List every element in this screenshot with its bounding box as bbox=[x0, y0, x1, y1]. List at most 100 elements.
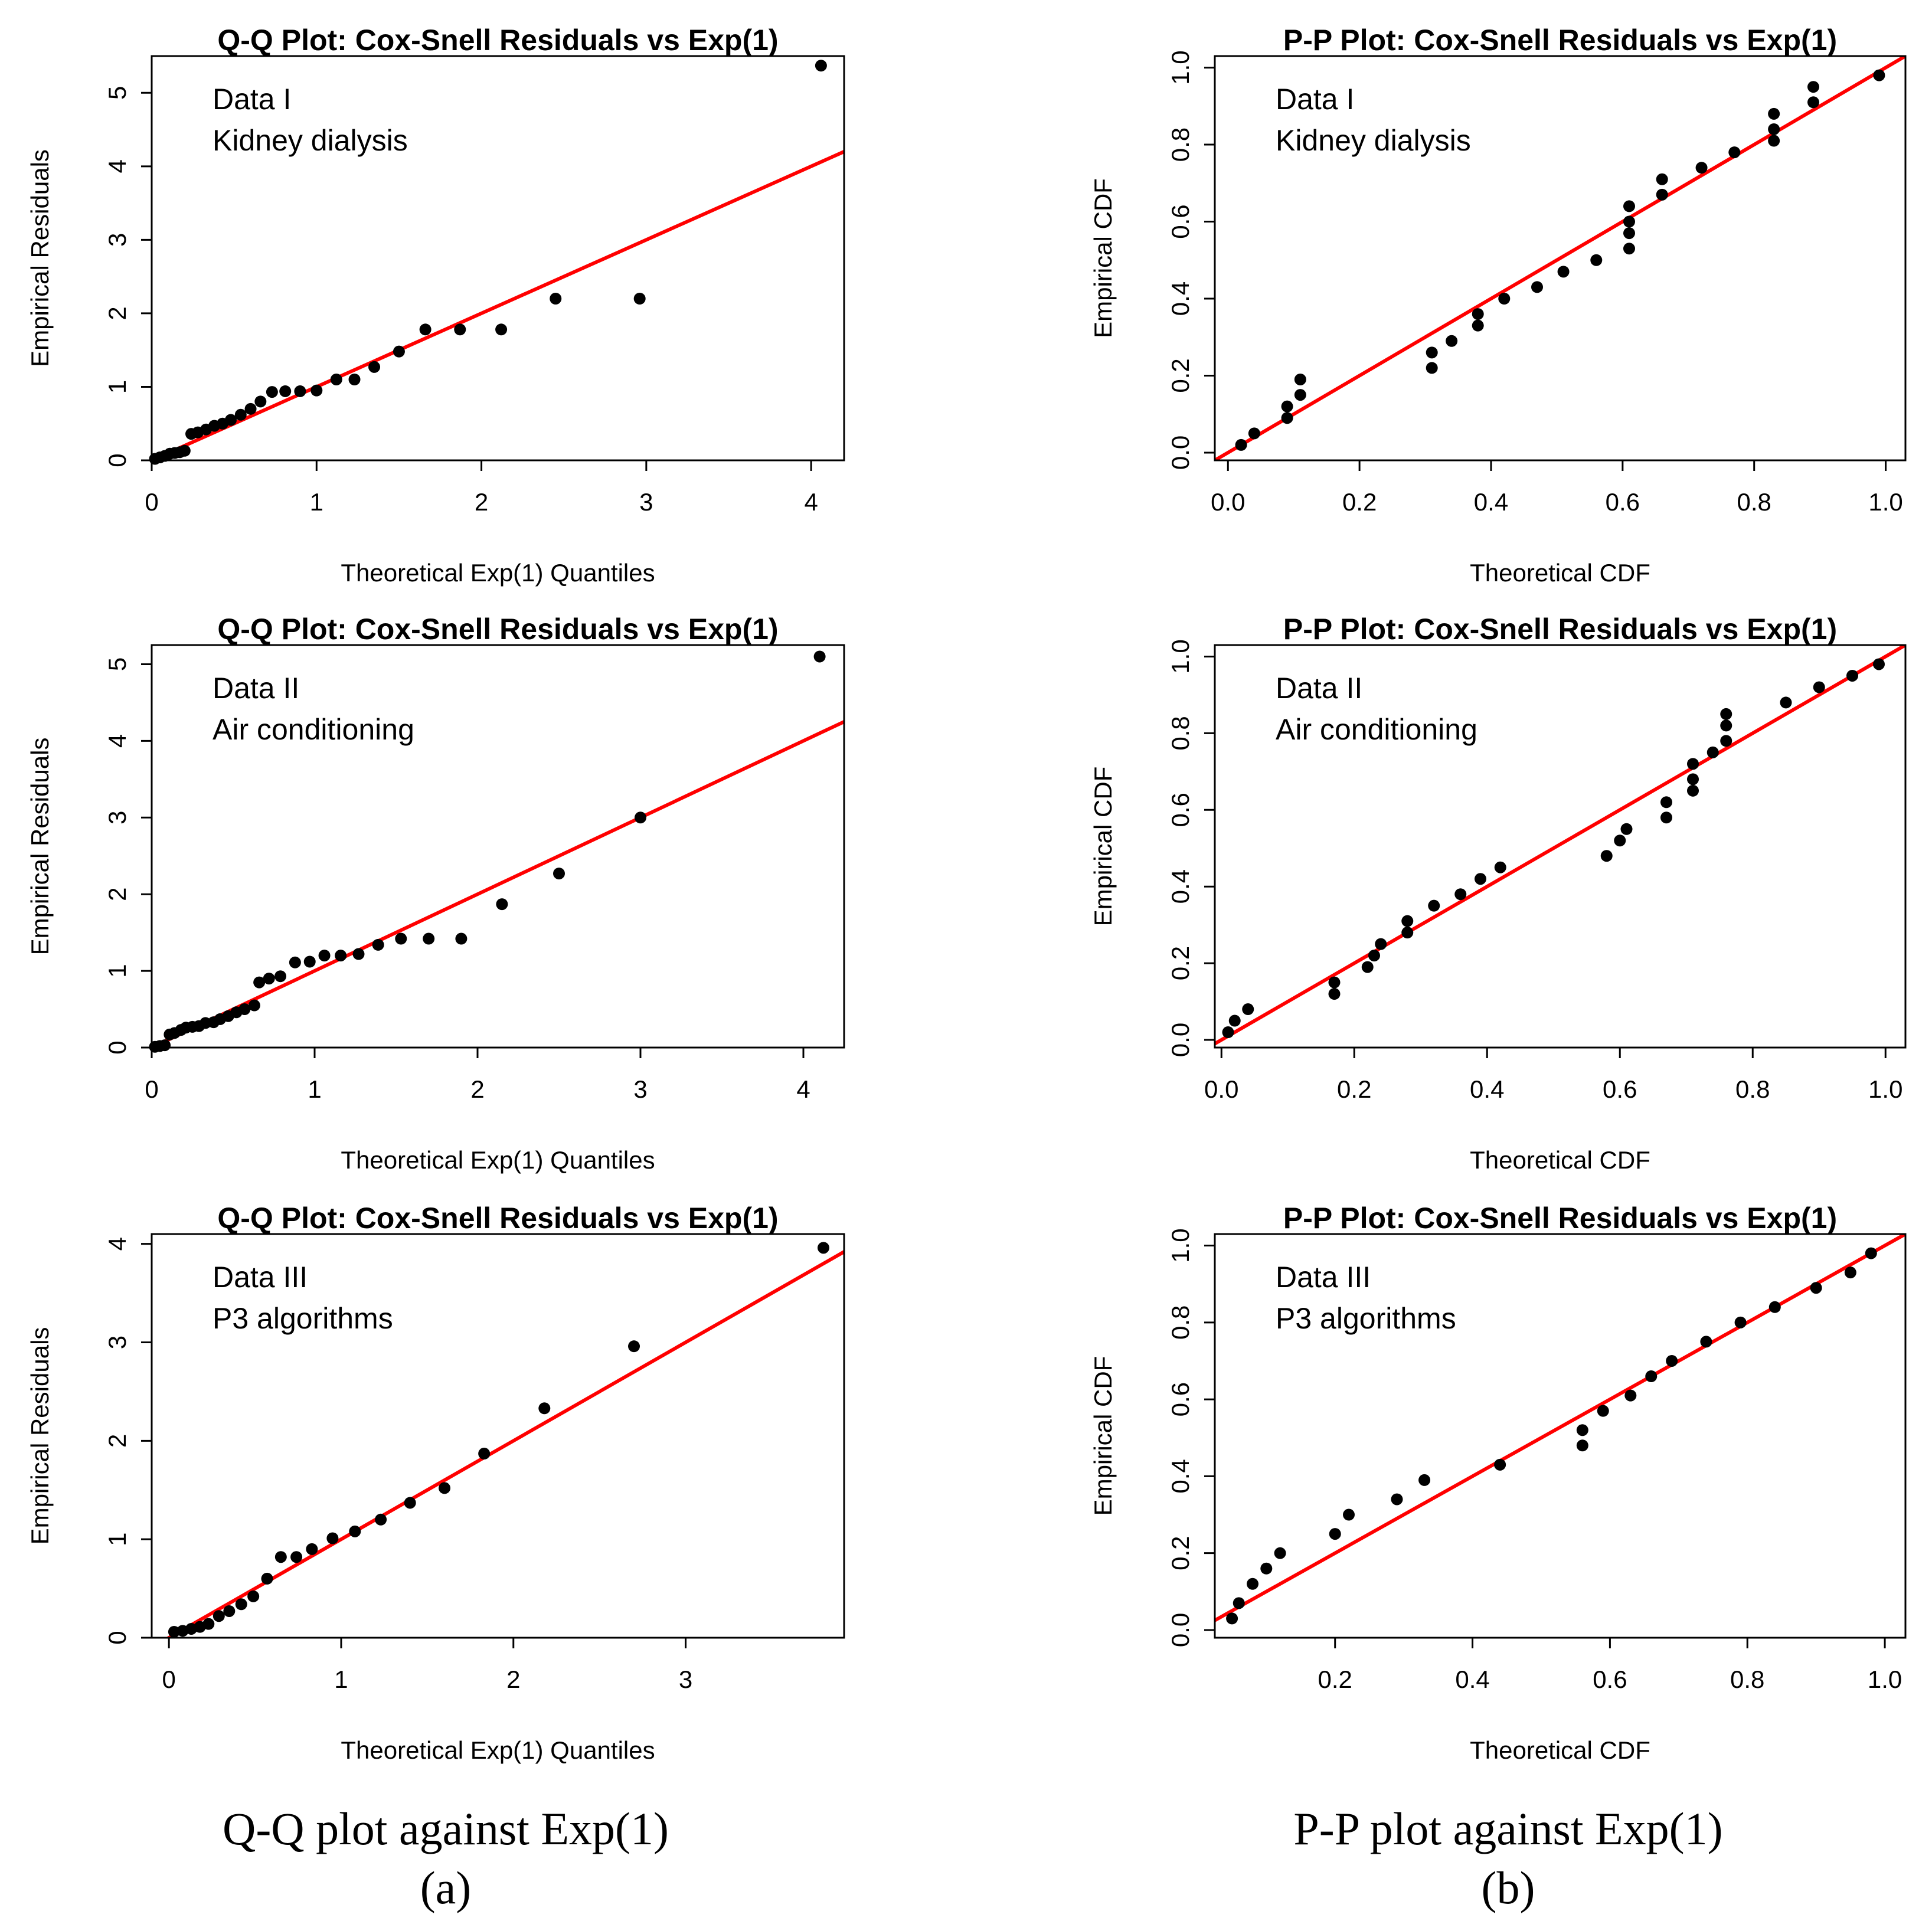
data-point bbox=[439, 1482, 451, 1494]
x-tick-label: 0.4 bbox=[1470, 1075, 1504, 1103]
data-point bbox=[1734, 1316, 1747, 1328]
data-point bbox=[1846, 669, 1858, 682]
x-tick-label: 2 bbox=[470, 1075, 484, 1103]
data-point bbox=[1428, 899, 1440, 912]
data-point bbox=[1807, 96, 1819, 109]
y-tick-label: 0.4 bbox=[1166, 282, 1194, 316]
data-point bbox=[1728, 146, 1741, 159]
data-point bbox=[1494, 861, 1506, 873]
data-point bbox=[238, 1003, 251, 1016]
y-tick-label: 0 bbox=[103, 1631, 131, 1644]
x-tick-label: 2 bbox=[506, 1665, 520, 1693]
y-axis-label: Empirical CDF bbox=[1089, 767, 1117, 927]
x-axis-label: Theoretical Exp(1) Quantiles bbox=[341, 1146, 655, 1174]
y-tick-label: 3 bbox=[103, 233, 131, 247]
caption-a-title: Q-Q plot against Exp(1) bbox=[223, 1803, 669, 1854]
chart-pp3: 0.2 0.4 0.6 0.8 1.0 0.0 0.2 0.4 0.6 0.8 1.0 P-P Plo… bbox=[1089, 1202, 1907, 1764]
x-tick-label: 2 bbox=[475, 488, 488, 516]
caption-a-label: (a) bbox=[420, 1862, 472, 1913]
y-tick-label: 2 bbox=[103, 1434, 131, 1448]
y-tick-label: 0 bbox=[103, 1040, 131, 1054]
y-tick-label: 1 bbox=[103, 380, 131, 394]
annotation-line: Air conditioning bbox=[1276, 713, 1477, 746]
data-point bbox=[1720, 708, 1732, 720]
data-point bbox=[290, 1551, 303, 1563]
data-point bbox=[1233, 1597, 1245, 1609]
y-tick-label: 0 bbox=[103, 453, 131, 467]
data-point bbox=[628, 1340, 640, 1353]
y-tick-label: 1.0 bbox=[1166, 639, 1194, 673]
annotation-line: Data I bbox=[1276, 83, 1354, 116]
data-point bbox=[1475, 873, 1486, 885]
x-tick-label: 0 bbox=[162, 1665, 175, 1693]
data-point bbox=[1807, 81, 1819, 93]
data-point bbox=[318, 950, 331, 962]
data-point bbox=[1328, 988, 1341, 1000]
reference-line bbox=[152, 720, 844, 1048]
data-point bbox=[1660, 811, 1672, 824]
plot-frame bbox=[151, 55, 845, 462]
y-axis-label: Empirical Residuals bbox=[26, 1327, 54, 1545]
caption-b-title: P-P plot against Exp(1) bbox=[1293, 1803, 1722, 1854]
data-point bbox=[1873, 69, 1885, 81]
annotation-line: Kidney dialysis bbox=[1276, 124, 1471, 157]
data-point bbox=[1768, 1301, 1781, 1313]
y-tick-label: 0.6 bbox=[1166, 793, 1194, 827]
reference-line bbox=[1215, 1234, 1905, 1622]
data-point bbox=[1472, 308, 1484, 320]
data-point bbox=[817, 1242, 829, 1254]
data-point bbox=[261, 1572, 273, 1585]
data-point bbox=[1623, 243, 1635, 255]
data-point bbox=[1375, 938, 1387, 950]
x-axis-label: Theoretical Exp(1) Quantiles bbox=[341, 559, 655, 587]
data-point bbox=[1247, 1578, 1259, 1590]
y-tick-label: 0.8 bbox=[1166, 716, 1194, 750]
y-tick-label: 0.0 bbox=[1166, 1023, 1194, 1057]
data-point bbox=[310, 384, 323, 397]
data-point bbox=[1768, 107, 1780, 120]
plot-frame bbox=[1214, 55, 1907, 462]
x-axis-label: Theoretical CDF bbox=[1470, 1146, 1650, 1174]
data-point bbox=[253, 976, 266, 989]
x-tick-label: 0.4 bbox=[1474, 488, 1508, 516]
data-point bbox=[419, 323, 431, 336]
y-axis-label: Empirical CDF bbox=[1089, 1356, 1117, 1516]
data-point bbox=[368, 361, 381, 373]
data-point bbox=[335, 950, 347, 962]
x-axis-label: Theoretical CDF bbox=[1470, 1736, 1650, 1764]
x-tick-label: 1 bbox=[310, 488, 323, 516]
plot-title: Q-Q Plot: Cox-Snell Residuals vs Exp(1) bbox=[217, 1202, 778, 1235]
annotation-line: Data II bbox=[1276, 672, 1362, 705]
y-tick-label: 2 bbox=[103, 306, 131, 320]
data-point bbox=[1645, 1370, 1658, 1383]
data-point bbox=[1226, 1612, 1238, 1625]
data-point bbox=[1401, 927, 1414, 939]
data-point bbox=[1700, 1336, 1712, 1348]
y-tick-label: 0.8 bbox=[1166, 1305, 1194, 1340]
data-point bbox=[1656, 188, 1668, 201]
data-point bbox=[633, 293, 646, 305]
annotation-line: P3 algorithms bbox=[1276, 1302, 1456, 1335]
y-tick-label: 0.0 bbox=[1166, 1613, 1194, 1647]
data-point bbox=[244, 402, 257, 415]
x-tick-label: 3 bbox=[679, 1665, 692, 1693]
data-point bbox=[248, 999, 260, 1012]
data-point bbox=[1343, 1508, 1355, 1521]
data-point bbox=[225, 414, 237, 426]
data-point bbox=[1498, 293, 1511, 305]
data-point bbox=[1810, 1282, 1822, 1294]
panels: 0 1 2 3 4 0 1 2 3 4 5 Q-Q Plot: Cox-Snell Residuals… bbox=[26, 24, 1907, 1764]
data-point bbox=[294, 385, 306, 397]
data-point bbox=[168, 1625, 180, 1638]
data-point bbox=[1768, 123, 1780, 135]
data-point bbox=[289, 956, 301, 968]
data-point bbox=[1557, 266, 1570, 278]
x-tick-label: 3 bbox=[639, 488, 653, 516]
annotation-line: P3 algorithms bbox=[213, 1302, 393, 1335]
y-tick-label: 5 bbox=[103, 86, 131, 100]
data-point bbox=[254, 395, 267, 408]
data-point bbox=[266, 386, 278, 398]
data-point bbox=[159, 1039, 171, 1052]
data-point bbox=[349, 1525, 361, 1537]
data-point bbox=[1368, 950, 1380, 962]
